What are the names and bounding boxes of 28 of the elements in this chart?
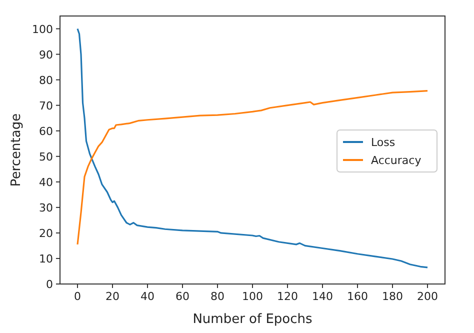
x-axis-title: Number of Epochs (192, 312, 313, 327)
y-tick-label: 30 (39, 201, 53, 214)
x-tick-label: 180 (382, 290, 403, 303)
x-tick-label: 120 (277, 290, 298, 303)
x-tick-label: 0 (74, 290, 81, 303)
x-tick-label: 200 (417, 290, 438, 303)
x-tick-label: 20 (106, 290, 120, 303)
x-tick-label: 140 (312, 290, 333, 303)
y-tick-label: 100 (32, 22, 53, 36)
line-series (76, 28, 428, 268)
x-tick-label: 100 (242, 290, 263, 303)
y-tick-label: 90 (39, 48, 53, 62)
y-tick-label: 80 (39, 74, 53, 87)
x-tick-label: 60 (176, 290, 190, 303)
y-tick-label: 0 (46, 278, 53, 291)
y-tick-label: 20 (39, 226, 53, 240)
x-tick-label: 160 (347, 290, 368, 303)
line-series (76, 90, 428, 246)
y-axis-title: Percentage (9, 113, 24, 187)
x-tick-label: 40 (140, 290, 154, 303)
legend-label: Accuracy (371, 154, 422, 167)
y-tick-label: 50 (39, 150, 53, 164)
legend-label: Loss (371, 136, 396, 149)
y-tick-label: 40 (39, 176, 53, 189)
y-tick-label: 60 (39, 124, 53, 138)
y-tick-label: 70 (39, 99, 53, 112)
x-tick-label: 80 (210, 290, 224, 303)
y-tick-label: 10 (39, 252, 53, 266)
